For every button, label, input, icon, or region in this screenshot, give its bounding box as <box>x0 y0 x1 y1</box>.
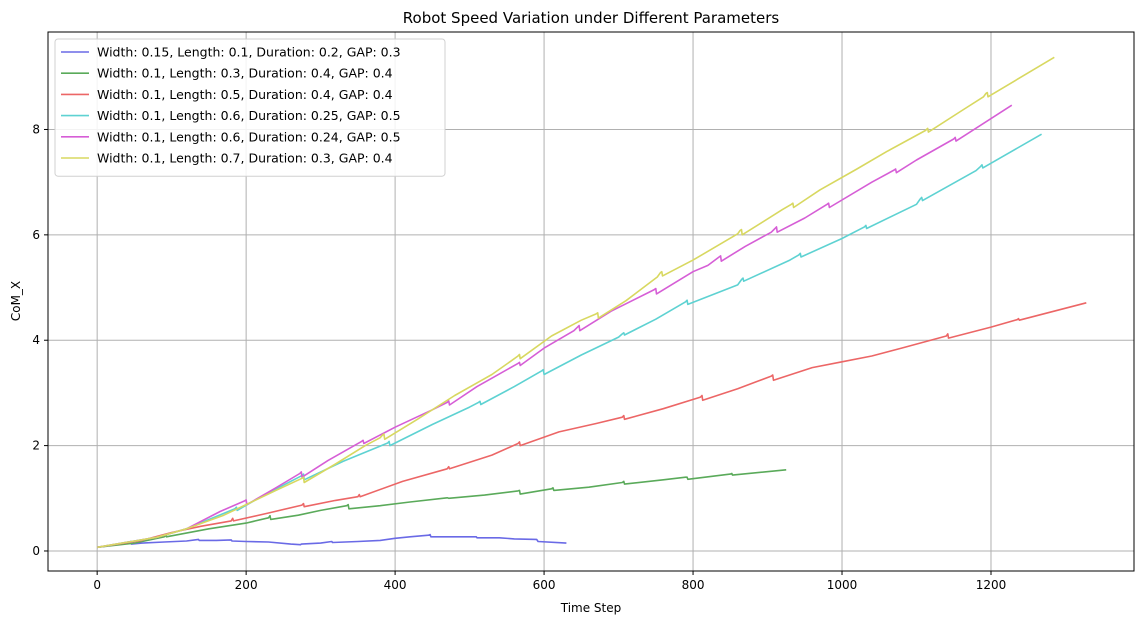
plot-frame <box>47 31 1135 572</box>
x-tick-label: 400 <box>384 578 407 592</box>
x-tick-label: 600 <box>533 578 556 592</box>
x-tick-label: 0 <box>93 578 101 592</box>
x-tick-label: 200 <box>235 578 258 592</box>
series-lines <box>97 56 1087 549</box>
y-tick-label: 6 <box>32 228 40 242</box>
legend-label: Width: 0.15, Length: 0.1, Duration: 0.2,… <box>97 45 401 60</box>
y-tick-label: 0 <box>32 544 40 558</box>
y-tick-label: 4 <box>32 333 40 347</box>
legend-label: Width: 0.1, Length: 0.6, Duration: 0.25,… <box>97 108 401 123</box>
y-axis-label: CoM_X <box>9 281 23 321</box>
legend-label: Width: 0.1, Length: 0.6, Duration: 0.24,… <box>97 129 401 144</box>
y-tick-label: 8 <box>32 122 40 136</box>
x-tick-label: 1200 <box>976 578 1007 592</box>
legend-box <box>54 38 446 177</box>
series-line-3 <box>97 302 1087 549</box>
chart-title: Robot Speed Variation under Different Pa… <box>403 9 780 27</box>
y-tick-label: 2 <box>32 439 40 453</box>
axis-ticks: 0 200 400 600 800 1000 1200 0 2 4 6 8 <box>32 122 1006 592</box>
legend-label: Width: 0.1, Length: 0.3, Duration: 0.4, … <box>97 66 393 81</box>
legend: Width: 0.15, Length: 0.1, Duration: 0.2,… <box>54 38 446 177</box>
series-line-2 <box>97 469 787 549</box>
series-line-6 <box>97 56 1055 549</box>
series-line-5 <box>97 104 1013 549</box>
x-tick-label: 800 <box>682 578 705 592</box>
series-line-1 <box>97 533 567 549</box>
x-axis-label: Time Step <box>560 601 622 615</box>
legend-label: Width: 0.1, Length: 0.5, Duration: 0.4, … <box>97 87 393 102</box>
legend-label: Width: 0.1, Length: 0.7, Duration: 0.3, … <box>97 151 393 166</box>
x-tick-label: 1000 <box>827 578 858 592</box>
